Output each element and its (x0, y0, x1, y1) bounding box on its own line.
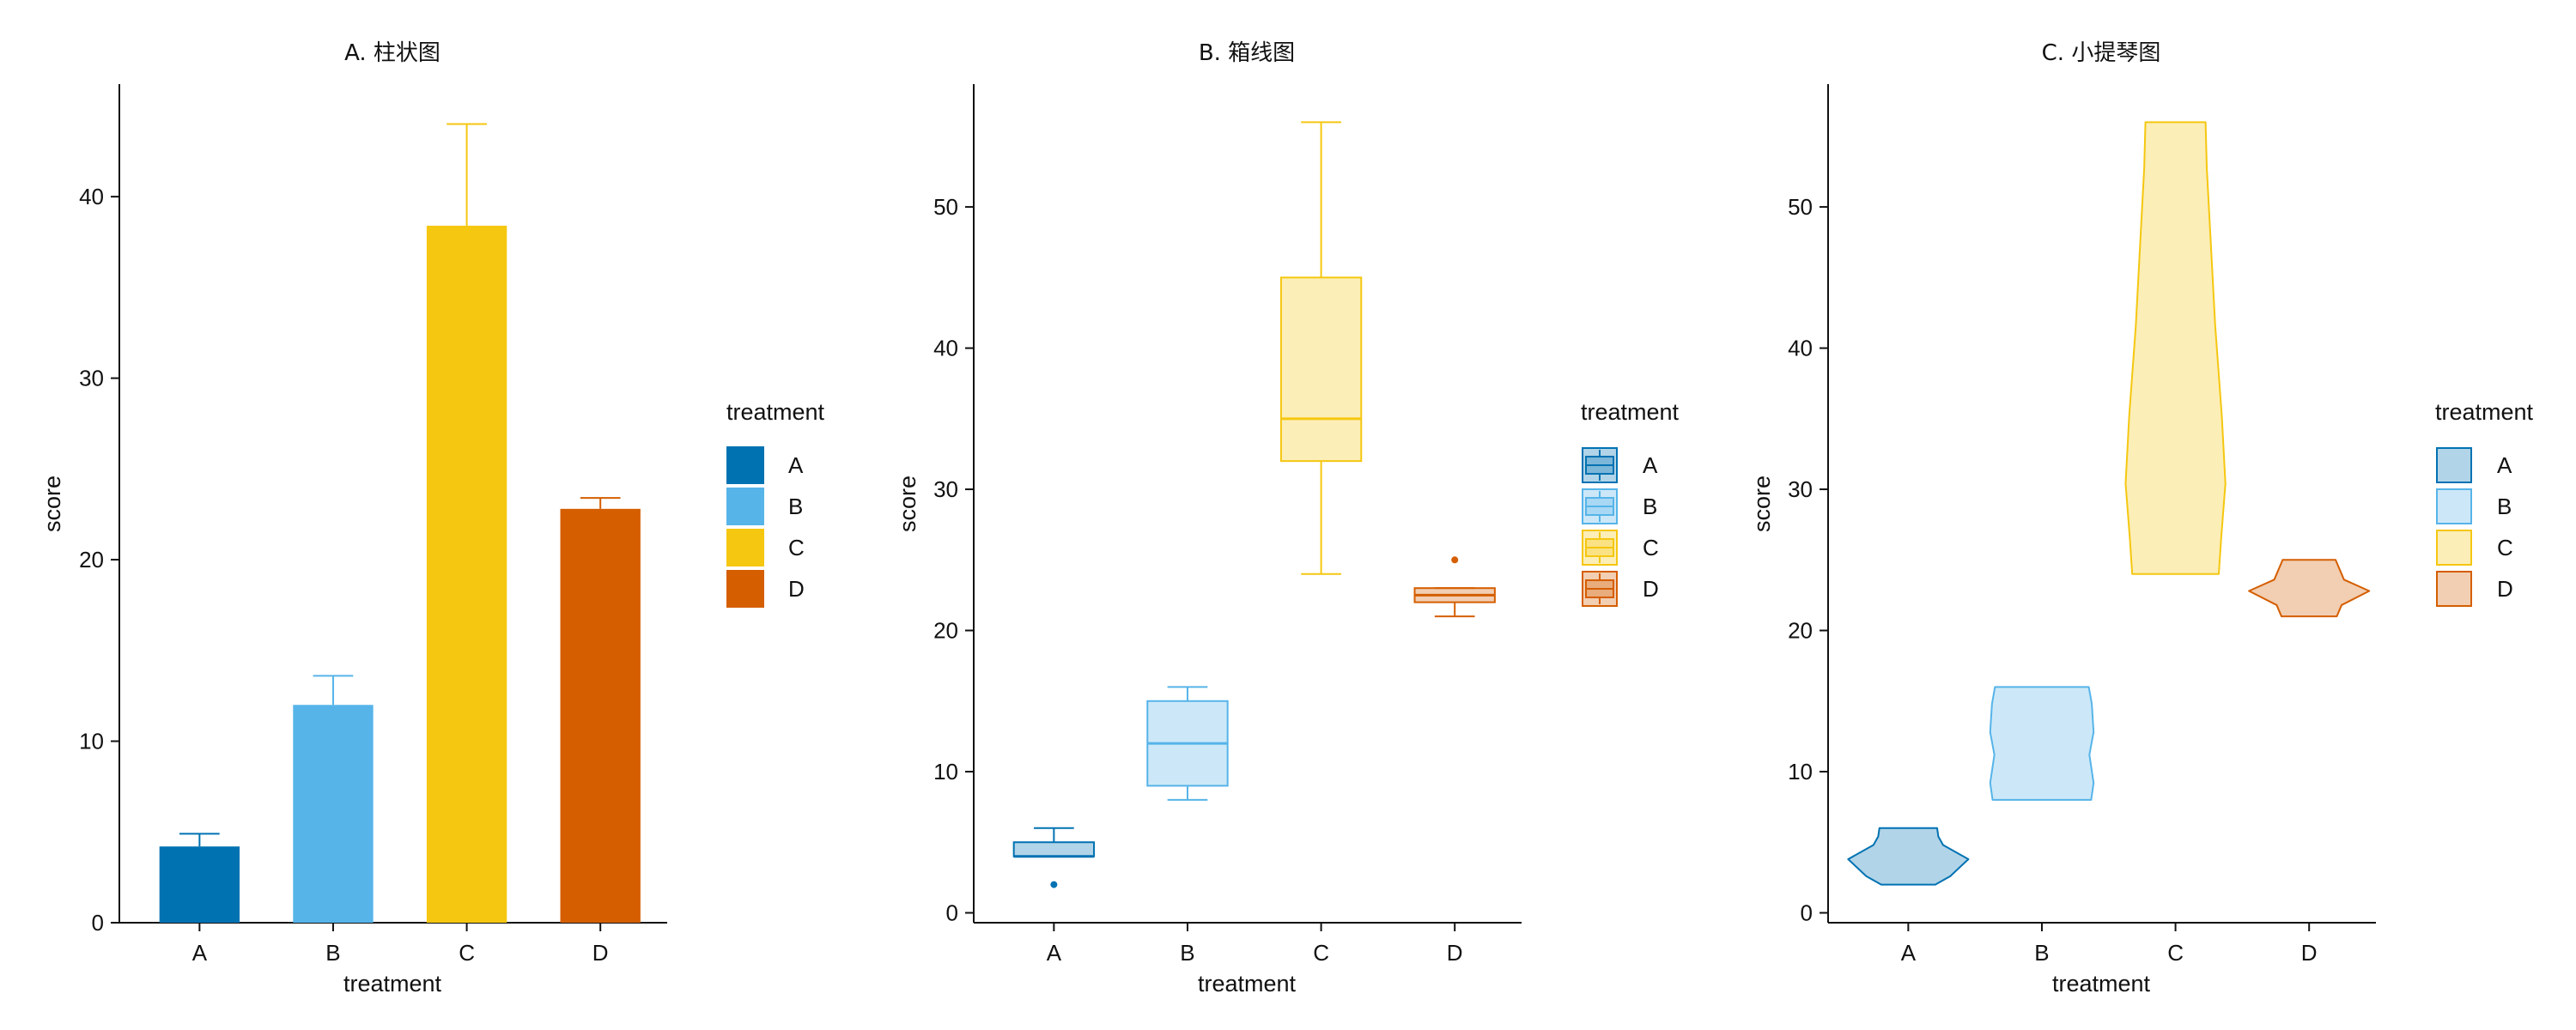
box (1012, 841, 1096, 857)
legend-key (726, 529, 764, 566)
violin (2124, 121, 2227, 575)
x-tick-label: D (592, 940, 609, 966)
x-tick-label: D (2301, 940, 2318, 966)
x-tick-label: C (459, 940, 475, 966)
legend-key (2436, 447, 2472, 483)
legend-label: B (788, 494, 803, 519)
x-tick-label: B (325, 940, 340, 966)
legend-label: A (788, 452, 804, 478)
legend-key (2436, 488, 2472, 524)
x-tick-label: C (2167, 940, 2184, 966)
legend-label: A (2497, 452, 2512, 478)
legend-key (726, 488, 764, 525)
legend-label: D (788, 576, 805, 602)
x-ticks: A B C D (1901, 923, 2318, 966)
y-axis-label: score (895, 476, 920, 532)
x-tick-label: D (1447, 940, 1463, 966)
violin (2248, 559, 2371, 618)
y-tick-label: 20 (933, 618, 958, 644)
x-axis-label: treatment (343, 971, 442, 997)
legend-label: C (788, 535, 805, 560)
y-tick-label: 40 (79, 184, 104, 209)
boxes (1012, 121, 1496, 888)
chart-title: A. 柱状图 (344, 40, 440, 66)
y-tick-label: 0 (1801, 900, 1813, 925)
legend-key (2436, 571, 2472, 607)
x-tick-label: B (2034, 940, 2049, 966)
y-tick-label: 0 (946, 900, 958, 925)
legend-key (726, 446, 764, 484)
y-axis-label: score (39, 476, 65, 532)
y-tick-label: 20 (1788, 618, 1813, 644)
chart-title: B. 箱线图 (1199, 40, 1295, 66)
legend-label: B (1643, 494, 1657, 519)
y-ticks: 0 10 20 30 40 (79, 184, 119, 936)
legend-label: B (2497, 494, 2512, 519)
y-tick-label: 10 (933, 759, 958, 785)
legend-label: D (1643, 576, 1659, 602)
legend-label: D (2497, 576, 2513, 602)
y-tick-label: 30 (933, 476, 958, 502)
y-tick-label: 0 (92, 910, 104, 936)
outlier-point (1451, 556, 1459, 564)
x-ticks: A B C D (192, 923, 609, 966)
chart-title: C. 小提琴图 (2042, 40, 2161, 66)
legend-key (2436, 530, 2472, 566)
bar (159, 846, 240, 923)
x-tick-label: C (1313, 940, 1329, 966)
y-ticks: 0 10 20 30 40 50 (933, 194, 974, 925)
legend-title: treatment (1581, 399, 1680, 425)
legend-key (726, 570, 764, 608)
y-tick-label: 30 (79, 366, 104, 391)
bars (159, 123, 641, 923)
legend-title: treatment (2435, 399, 2534, 425)
x-axis-label: treatment (1198, 971, 1297, 997)
y-ticks: 0 10 20 30 40 50 (1788, 194, 1828, 925)
violin (1989, 686, 2095, 801)
x-tick-label: A (1901, 940, 1917, 966)
box (1279, 276, 1363, 463)
legend-label: A (1643, 452, 1658, 478)
outlier-point (1050, 881, 1058, 888)
violin (1847, 827, 1970, 886)
y-tick-label: 50 (933, 194, 958, 220)
legend-label: C (1643, 535, 1659, 560)
bar (426, 225, 507, 923)
y-tick-label: 10 (1788, 759, 1813, 785)
x-tick-label: A (192, 940, 208, 966)
x-tick-label: B (1180, 940, 1194, 966)
x-ticks: A B C D (1047, 923, 1463, 966)
y-tick-label: 40 (1788, 336, 1813, 361)
y-tick-label: 50 (1788, 194, 1813, 220)
y-axis-label: score (1749, 476, 1775, 532)
y-tick-label: 40 (933, 336, 958, 361)
bar (293, 705, 374, 923)
x-axis-label: treatment (2052, 971, 2151, 997)
y-tick-label: 30 (1788, 476, 1813, 502)
x-tick-label: A (1047, 940, 1062, 966)
bar (560, 508, 641, 923)
legend-label: C (2497, 535, 2513, 560)
y-tick-label: 20 (79, 547, 104, 573)
legend-title: treatment (726, 399, 825, 425)
violins (1847, 121, 2371, 886)
y-tick-label: 10 (79, 729, 104, 754)
